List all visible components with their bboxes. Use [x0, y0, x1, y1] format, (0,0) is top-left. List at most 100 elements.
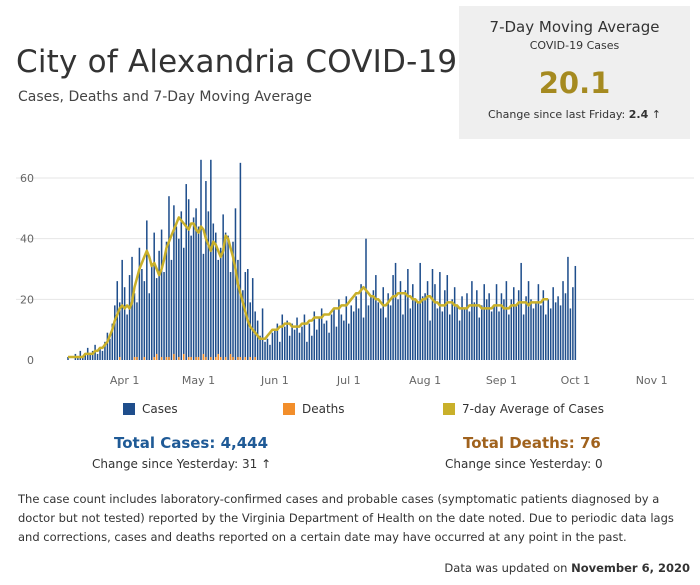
cases-bar	[549, 308, 552, 360]
cases-bar	[567, 256, 569, 360]
cases-bar	[513, 287, 515, 360]
cases-bar	[217, 259, 219, 360]
legend-avg[interactable]: 7-day Average of Cases	[443, 402, 604, 416]
deaths-bar	[205, 356, 207, 360]
cases-bar	[458, 320, 461, 360]
deaths-bar	[229, 353, 232, 360]
cases-bar	[237, 259, 239, 360]
deaths-bar	[178, 356, 180, 360]
cases-bar	[210, 159, 212, 360]
cases-bar	[421, 296, 424, 360]
cases-bar	[461, 296, 463, 360]
cases-bar	[402, 314, 404, 360]
cases-bar	[397, 299, 399, 360]
footnote: The case count includes laboratory-confi…	[18, 492, 674, 544]
cases-bar	[114, 305, 116, 360]
cases-bar	[256, 320, 259, 360]
cases-bar	[352, 311, 355, 360]
cases-bar	[416, 302, 419, 360]
cases-bar	[515, 305, 517, 360]
cases-bar	[436, 308, 439, 360]
cases-bar	[153, 232, 155, 360]
cases-bar	[187, 199, 190, 360]
cases-bar	[146, 220, 148, 360]
deaths-bar	[202, 353, 205, 360]
deaths-bar	[210, 356, 212, 360]
cases-bar	[473, 302, 476, 360]
cases-bar	[347, 323, 350, 360]
cases-bar	[441, 311, 444, 360]
cases-bar	[490, 311, 493, 360]
cases-bar	[343, 320, 345, 360]
cases-bar	[104, 341, 106, 360]
cases-bar	[313, 311, 316, 360]
x-tick-label: Nov 1	[636, 374, 668, 387]
legend-avg-swatch	[443, 403, 455, 415]
cases-bar	[500, 293, 503, 360]
cases-bar	[259, 335, 261, 360]
deaths-bar	[224, 356, 227, 360]
cases-bar	[429, 320, 431, 360]
legend-deaths[interactable]: Deaths	[283, 402, 345, 416]
cases-bar	[446, 275, 449, 360]
cases-bar	[296, 317, 298, 360]
cases-bar	[67, 356, 69, 360]
deaths-change: Change since Yesterday: 0	[445, 457, 603, 471]
cases-bar	[79, 350, 82, 360]
deaths-bars	[118, 353, 256, 360]
cases-bar	[123, 287, 126, 360]
cases-bar	[192, 217, 195, 360]
cases-bar	[320, 308, 323, 360]
cases-bar	[444, 290, 446, 360]
cases-bar	[466, 293, 468, 360]
cases-bar	[505, 281, 508, 360]
deaths-bar	[244, 356, 247, 360]
deaths-bar	[136, 356, 138, 360]
cases-bar	[133, 293, 136, 360]
cases-bar	[165, 241, 168, 360]
cases-bar	[175, 226, 178, 360]
cases-bar	[222, 214, 224, 360]
cases-bar	[136, 302, 138, 360]
y-tick-label: 40	[20, 233, 34, 246]
cases-bar	[239, 162, 242, 360]
cases-bar	[574, 265, 577, 360]
card-change-label: Change since last Friday:	[488, 108, 626, 121]
legend-cases[interactable]: Cases	[123, 402, 178, 416]
cases-bar	[476, 290, 478, 360]
x-tick-label: Aug 1	[409, 374, 441, 387]
cases-bar	[370, 296, 372, 360]
cases-bar	[158, 250, 160, 360]
cases-bars	[67, 159, 577, 360]
cases-bar	[456, 305, 458, 360]
updated-note: Data was updated on November 6, 2020	[444, 561, 690, 575]
cases-bar	[399, 281, 402, 360]
cases-bar	[488, 293, 490, 360]
cases-bar	[111, 323, 114, 360]
cases-bar	[409, 308, 412, 360]
cases-bar	[276, 323, 279, 360]
x-tick-label: Apr 1	[110, 374, 140, 387]
cases-bar	[247, 269, 249, 360]
deaths-bar	[143, 356, 146, 360]
x-tick-label: Sep 1	[486, 374, 517, 387]
cases-bar	[392, 275, 394, 360]
deaths-bar	[153, 356, 155, 360]
page-title: City of Alexandria COVID-19	[16, 44, 458, 80]
y-tick-label: 20	[20, 293, 34, 306]
cases-bar	[109, 338, 111, 360]
cases-bar	[517, 290, 520, 360]
cases-bar	[357, 308, 360, 360]
cases-bar	[190, 235, 192, 360]
cases-bar	[150, 265, 153, 360]
cases-bar	[569, 308, 572, 360]
cases-bar	[89, 353, 91, 360]
cases-bar	[414, 299, 417, 360]
cases-bar	[537, 284, 540, 360]
cases-bar	[384, 317, 387, 360]
cases-bar	[318, 317, 320, 360]
cases-bar	[545, 314, 547, 360]
cases-bar	[281, 314, 284, 360]
cases-bar	[530, 299, 532, 360]
cases-bar	[77, 356, 79, 360]
